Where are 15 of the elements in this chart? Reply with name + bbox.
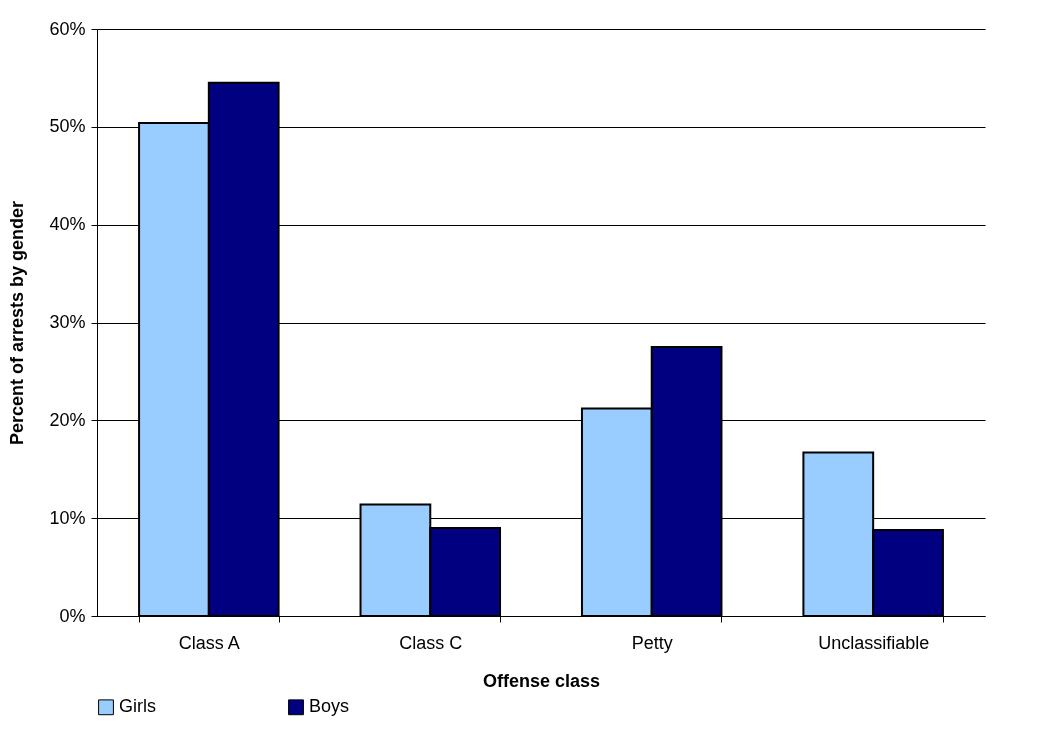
y-tick-label: 60% xyxy=(49,18,86,39)
y-axis-title: Percent of arrests by gender xyxy=(7,200,28,446)
x-axis-title: Offense class xyxy=(482,670,601,691)
y-tick-label: 10% xyxy=(49,507,86,528)
legend-label: Girls xyxy=(119,696,156,717)
x-tick-label: Unclassifiable xyxy=(818,632,930,653)
legend-label: Boys xyxy=(309,696,350,717)
y-tick-label: 30% xyxy=(49,312,86,332)
x-tick-label: Class C xyxy=(399,632,463,653)
y-tick-label: 20% xyxy=(49,409,86,430)
y-tick-label: 50% xyxy=(49,116,86,137)
y-tick-label: 40% xyxy=(49,214,86,235)
x-tick-label: Petty xyxy=(631,632,673,653)
y-tick-label: 0% xyxy=(59,605,86,626)
x-tick-label: Class A xyxy=(178,632,240,653)
